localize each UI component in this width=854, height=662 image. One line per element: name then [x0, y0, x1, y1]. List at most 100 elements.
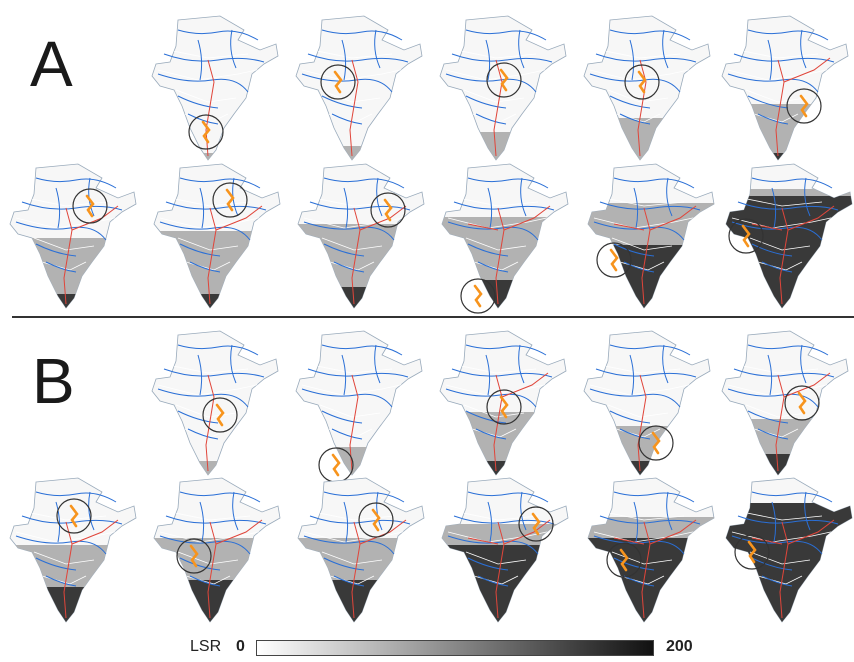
state-boundary [465, 551, 527, 565]
river-line [197, 39, 203, 81]
river-line [177, 29, 259, 41]
river-line [55, 187, 61, 229]
highlighted-segment [499, 395, 509, 419]
river-line [467, 491, 549, 503]
lsr-region-high [442, 280, 568, 308]
state-boundary [611, 551, 673, 565]
river-line [518, 344, 525, 384]
road-line [349, 374, 359, 472]
river-line [518, 29, 525, 69]
state-boundary [311, 364, 393, 374]
lsr-region-medium [440, 132, 566, 160]
river-line [165, 201, 267, 211]
focus-circle [518, 506, 554, 542]
india-map-b-4 [580, 325, 711, 476]
road-line [351, 521, 361, 619]
river-line [485, 39, 491, 81]
river-line [737, 515, 839, 525]
focus-circle [728, 218, 764, 254]
state-boundary [177, 237, 239, 251]
india-map-svg [721, 330, 849, 476]
state-boundary [741, 511, 823, 521]
river-line [613, 177, 695, 189]
state-boundary [313, 197, 395, 207]
india-map-b-7 [150, 472, 281, 623]
highlighted-segment [189, 544, 199, 568]
river-line [747, 29, 829, 41]
state-boundary [447, 529, 557, 543]
river-line [609, 95, 651, 109]
river-line [35, 491, 117, 503]
state-boundary [745, 89, 807, 103]
river-line [599, 515, 701, 525]
road-line [641, 207, 651, 305]
river-line [199, 501, 205, 543]
road-line [495, 521, 505, 619]
highlighted-segment [225, 188, 235, 212]
india-map-svg [583, 330, 711, 476]
india-map-b-3 [436, 325, 567, 476]
river-line [232, 491, 239, 531]
india-map-svg [153, 163, 281, 309]
river-line [321, 29, 403, 41]
river-line [613, 243, 655, 257]
river-line [177, 95, 219, 109]
river-line [321, 95, 363, 109]
road-line [501, 372, 549, 398]
river-line [165, 515, 267, 525]
country-outline [151, 15, 279, 161]
india-map-svg [295, 330, 423, 483]
legend-max: 200 [666, 638, 693, 655]
road-line [63, 521, 73, 619]
highlighted-segment [799, 94, 809, 118]
river-line [321, 410, 363, 424]
india-map-svg [441, 477, 569, 623]
highlighted-segment [651, 431, 661, 455]
river-line [599, 201, 701, 211]
river-line [589, 388, 681, 408]
road-line [779, 207, 789, 305]
river-line [666, 177, 673, 217]
road-line [775, 374, 785, 472]
panel-label-b: B [32, 345, 75, 417]
state-boundary [589, 67, 699, 81]
state-boundary [603, 511, 685, 521]
state-boundary [321, 237, 383, 251]
river-line [15, 535, 107, 555]
india-map-b-5 [718, 325, 849, 476]
river-line [465, 344, 547, 356]
river-line [487, 501, 493, 543]
highlighted-segment [331, 453, 341, 477]
india-map-a-9 [438, 158, 569, 314]
river-line [465, 410, 507, 424]
river-line [662, 29, 669, 69]
river-line [767, 354, 773, 396]
river-line [55, 501, 61, 543]
river-line [374, 344, 381, 384]
india-map-a-11 [722, 158, 853, 309]
highlighted-segment [473, 284, 483, 308]
river-line [333, 575, 365, 587]
state-boundary [447, 215, 557, 229]
state-boundary [589, 382, 699, 396]
state-boundary [457, 511, 539, 521]
state-boundary [313, 511, 395, 521]
river-line [800, 29, 807, 69]
state-boundary [731, 529, 841, 543]
highlighted-segment [609, 248, 619, 272]
river-line [761, 575, 793, 587]
focus-circle [596, 242, 632, 278]
state-boundary [33, 551, 95, 565]
state-boundary [33, 237, 95, 251]
state-boundary [159, 215, 269, 229]
highlighted-segment [637, 70, 647, 94]
country-outline [151, 330, 279, 476]
state-boundary [303, 529, 413, 543]
river-line [451, 53, 553, 63]
highlighted-segment [747, 540, 757, 564]
state-boundary [157, 67, 267, 81]
river-line [633, 501, 639, 543]
river-line [453, 515, 555, 525]
state-boundary [455, 364, 537, 374]
river-line [35, 177, 117, 189]
